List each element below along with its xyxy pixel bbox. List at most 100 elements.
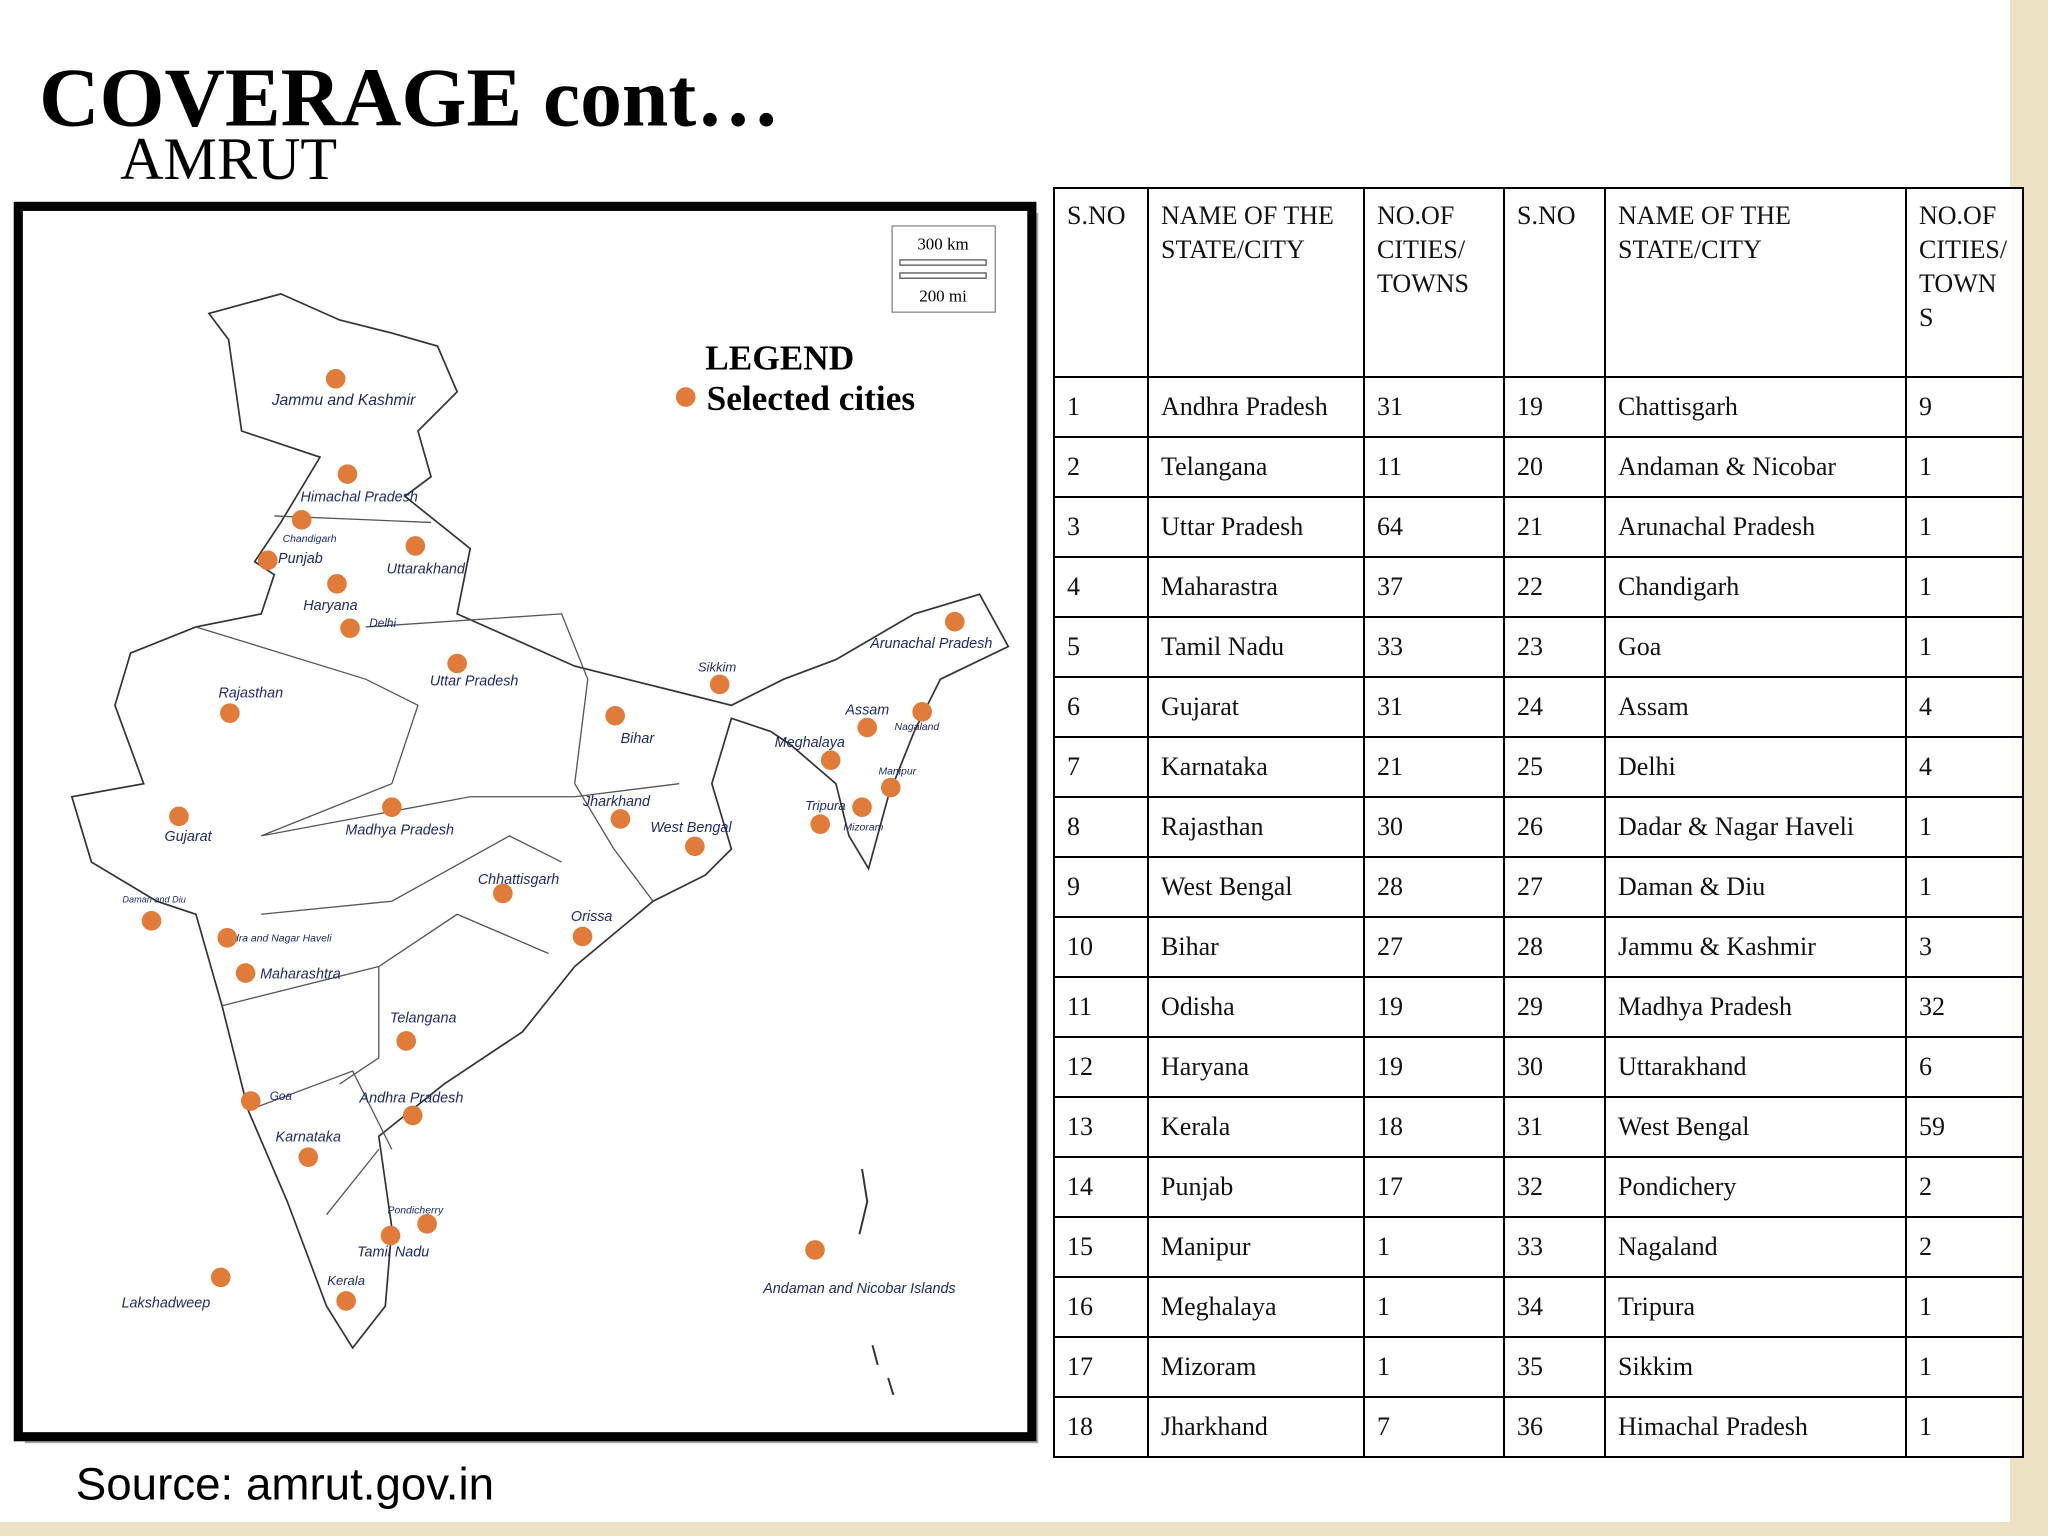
table-cell: 31 (1363, 676, 1505, 738)
table-cell: Tripura (1604, 1276, 1907, 1338)
state-label: Jammu and Kashmir (271, 392, 416, 409)
table-cell: 11 (1053, 976, 1149, 1038)
city-dot (880, 777, 901, 798)
city-dot (402, 1105, 423, 1126)
table-cell: Andaman & Nicobar (1604, 436, 1907, 498)
table-cell: 1 (1905, 1276, 2024, 1338)
column-header: S.NO (1503, 187, 1606, 378)
table-cell: 31 (1363, 376, 1505, 438)
city-dot (325, 368, 346, 389)
table-cell: Tamil Nadu (1147, 616, 1365, 678)
city-dot (235, 963, 256, 983)
state-label: Himachal Pradesh (301, 490, 418, 506)
table-cell: 8 (1053, 796, 1149, 858)
table-row: 2 Telangana 11 20 Andaman & Nicobar 1 (1053, 436, 2024, 498)
table-cell: 1 (1905, 556, 2024, 618)
table-cell: 34 (1503, 1276, 1606, 1338)
table-cell: 1 (1905, 1396, 2024, 1458)
header-row: S.NO NAME OF THE STATE/CITY NO.OF CITIES/ … (1053, 187, 2024, 378)
table-cell: 1 (1905, 496, 2024, 558)
table-cell: 21 (1363, 736, 1505, 798)
table-body: 1 Andhra Pradesh 31 19 Chattisgarh 9 2 Telangan… (1053, 376, 2024, 1458)
city-dot (405, 536, 426, 556)
table-cell: 17 (1053, 1336, 1149, 1398)
city-dot (210, 1267, 231, 1288)
table-cell: 11 (1363, 436, 1505, 498)
table-row: 17 Mizoram 1 35 Sikkim 1 (1053, 1336, 2024, 1398)
state-label: West Bengal (650, 820, 732, 836)
table-cell: 1 (1363, 1336, 1505, 1398)
state-label: Mizoram (843, 823, 883, 834)
table-cell: Punjab (1147, 1156, 1365, 1218)
table-cell: 26 (1503, 796, 1606, 858)
table-cell: 2 (1905, 1216, 2024, 1278)
table-cell: 28 (1363, 856, 1505, 918)
table-row: 1 Andhra Pradesh 31 19 Chattisgarh 9 (1053, 376, 2024, 438)
table-cell: 16 (1053, 1276, 1149, 1338)
table-cell: 1 (1905, 616, 2024, 678)
city-dot (805, 1240, 825, 1260)
table-cell: 27 (1503, 856, 1606, 918)
table-cell: Gujarat (1147, 676, 1365, 738)
city-dot (380, 1225, 401, 1246)
state-label: Chhattisgarh (478, 872, 559, 888)
state-label: Manipur (878, 767, 916, 778)
table-cell: 59 (1905, 1096, 2024, 1158)
table-cell: 19 (1363, 976, 1505, 1038)
table-cell: 22 (1503, 556, 1606, 618)
scale-bar (899, 272, 987, 279)
table-cell: Chandigarh (1604, 556, 1907, 618)
state-label: Daman and Diu (122, 895, 185, 905)
city-dot (605, 705, 625, 726)
table-cell: 29 (1503, 976, 1606, 1038)
table-cell: Arunachal Pradesh (1604, 496, 1907, 558)
city-dot (298, 1147, 319, 1168)
table-cell: Sikkim (1604, 1336, 1907, 1398)
state-label: Sikkim (698, 659, 737, 674)
table-row: 4 Maharastra 37 22 Chandigarh 1 (1053, 556, 2024, 618)
city-dot (709, 674, 730, 695)
state-label: Arunachal Pradesh (869, 636, 992, 652)
column-header: NAME OF THE STATE/CITY (1147, 187, 1365, 378)
legend-title: LEGEND (705, 339, 854, 378)
city-dot (912, 702, 932, 722)
table-row: 6 Gujarat 31 24 Assam 4 (1053, 676, 2024, 738)
table-cell: 1 (1905, 856, 2024, 918)
table-cell: 3 (1053, 496, 1149, 558)
table-cell: 1 (1363, 1216, 1505, 1278)
state-label: Madhya Pradesh (345, 823, 454, 839)
city-dot (169, 806, 189, 827)
city-dot (610, 809, 631, 829)
table-cell: 3 (1905, 916, 2024, 978)
table-cell: 7 (1053, 736, 1149, 798)
table-cell: 18 (1363, 1096, 1505, 1158)
city-dot (493, 883, 513, 904)
table-row: 7 Karnataka 21 25 Delhi 4 (1053, 736, 2024, 798)
table-cell: 36 (1503, 1396, 1606, 1458)
table-cell: Goa (1604, 616, 1907, 678)
table-cell: 20 (1503, 436, 1606, 498)
table-cell: 6 (1053, 676, 1149, 738)
state-label: Nagaland (895, 722, 941, 733)
table-cell: 1 (1905, 1336, 2024, 1398)
table-cell: Mizoram (1147, 1336, 1365, 1398)
state-label: Punjab (278, 551, 323, 567)
table-cell: 28 (1503, 916, 1606, 978)
state-label: Andaman and Nicobar Islands (762, 1281, 955, 1297)
state-label: Maharashtra (260, 966, 341, 982)
table-cell: 4 (1905, 736, 2024, 798)
city-dot (382, 797, 402, 817)
state-label: Uttarakhand (387, 561, 466, 577)
table-cell: 21 (1503, 496, 1606, 558)
table-row: 15 Manipur 1 33 Nagaland 2 (1053, 1216, 2024, 1278)
table-cell: Jammu & Kashmir (1604, 916, 1907, 978)
column-header: NO.OF CITIES/ TOWNS (1905, 187, 2024, 378)
city-dot (447, 653, 467, 674)
india-outline (70, 292, 1010, 1350)
state-label: Jharkhand (582, 794, 651, 810)
city-dot (944, 611, 965, 632)
table-cell: Manipur (1147, 1216, 1365, 1278)
city-dot (852, 797, 872, 817)
